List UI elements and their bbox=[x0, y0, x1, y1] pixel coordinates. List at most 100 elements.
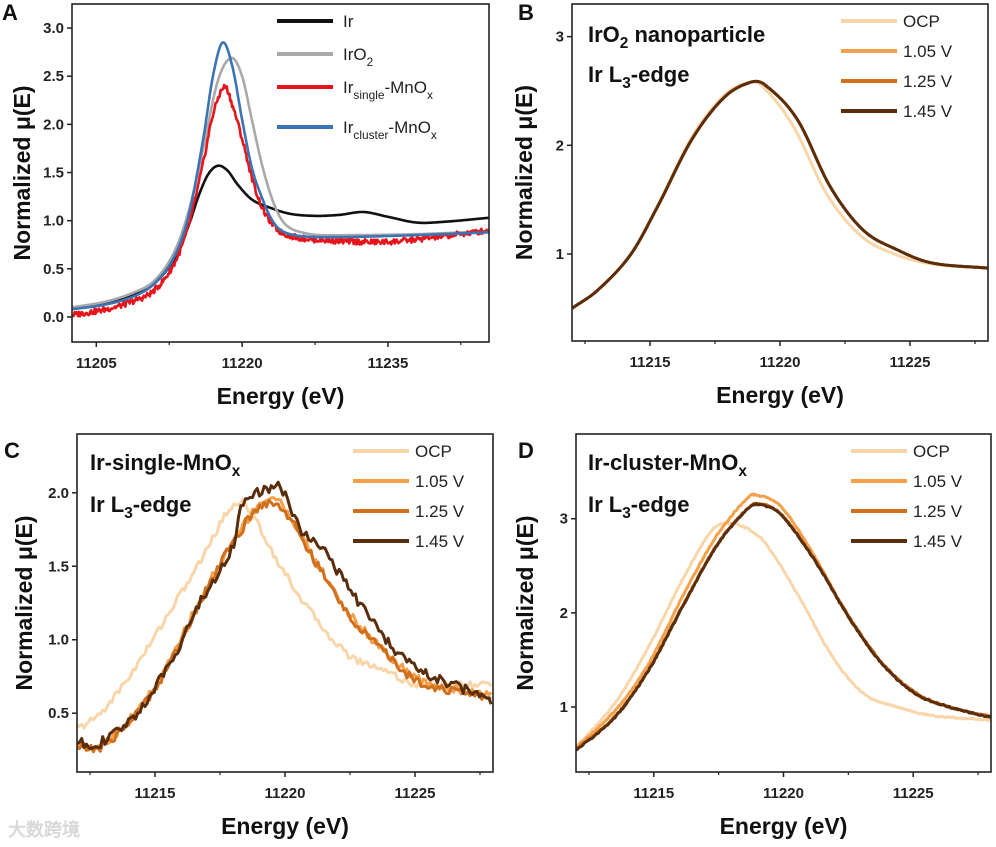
series-group bbox=[72, 41, 489, 318]
legend: OCP 1.05 V 1.25 V 1.45 V bbox=[851, 442, 963, 551]
series-line-ircluster-mnox bbox=[72, 41, 489, 311]
panel-label: A bbox=[2, 0, 18, 25]
text-segment: Ir bbox=[343, 118, 354, 137]
text-segment: IrO bbox=[343, 45, 367, 64]
legend-label: 1.05 V bbox=[913, 472, 963, 491]
y-axis-title: Normalized μ(E) bbox=[9, 85, 35, 260]
text-segment: 1.45 V bbox=[903, 102, 953, 121]
y-axis-title: Normalized μ(E) bbox=[11, 515, 37, 690]
x-axis-title: Energy (eV) bbox=[716, 382, 844, 408]
series-group bbox=[572, 79, 988, 310]
subscript: x bbox=[431, 128, 437, 142]
series-line-ocp bbox=[576, 521, 991, 749]
series-group bbox=[576, 492, 991, 752]
legend-label: 1.45 V bbox=[415, 532, 465, 551]
subscript: 2 bbox=[620, 35, 629, 52]
text-segment: 1.05 V bbox=[903, 42, 953, 61]
y-tick-label: 1.0 bbox=[48, 632, 69, 649]
y-tick-label: 1.5 bbox=[43, 165, 64, 182]
x-axis-title: Energy (eV) bbox=[221, 813, 349, 839]
legend-label: 1.25 V bbox=[415, 502, 465, 521]
text-segment: -edge bbox=[631, 492, 690, 517]
x-tick-label: 11205 bbox=[76, 355, 117, 372]
legend-label: IrO2 bbox=[343, 45, 374, 69]
x-tick-label: 11220 bbox=[763, 785, 804, 802]
annotation: Ir-cluster-MnOx bbox=[588, 450, 747, 480]
text-segment: 1.25 V bbox=[415, 502, 465, 521]
text-segment: 1.45 V bbox=[913, 532, 963, 551]
panel-a: 11205 11220 11235 0.0 0.5 1.0 1.5 2.0 2.5 3.0 Ener… bbox=[2, 0, 490, 409]
subscript: x bbox=[427, 88, 433, 102]
text-segment: Ir L bbox=[90, 492, 124, 517]
text-segment: 1.25 V bbox=[903, 72, 953, 91]
annotation: Ir-single-MnOx bbox=[90, 450, 241, 480]
y-tick-label: 0.0 bbox=[43, 309, 64, 326]
x-tick-label: 11235 bbox=[367, 355, 408, 372]
legend-label: 1.05 V bbox=[903, 42, 953, 61]
y-tick-label: 0.5 bbox=[43, 261, 64, 278]
text-segment: -MnO bbox=[384, 78, 427, 97]
panel-label: B bbox=[518, 0, 534, 25]
text-segment: nanoparticle bbox=[628, 22, 765, 47]
x-tick-label: 11225 bbox=[890, 354, 931, 371]
panel-label: C bbox=[4, 438, 20, 463]
y-tick-label: 2 bbox=[560, 605, 568, 622]
legend: OCP 1.05 V 1.25 V 1.45 V bbox=[841, 12, 953, 121]
y-tick-label: 2 bbox=[556, 137, 564, 154]
legend-label: OCP bbox=[903, 12, 940, 31]
annotation: Ir L3-edge bbox=[588, 492, 689, 522]
series-line-1-25-v bbox=[77, 499, 492, 754]
y-axis-title: Normalized μ(E) bbox=[511, 85, 537, 260]
text-segment: -edge bbox=[133, 492, 192, 517]
x-tick-label: 11220 bbox=[760, 354, 801, 371]
panel-c: 11215 11220 11225 0.5 1.0 1.5 2.0 Energy (eV) No… bbox=[4, 433, 494, 839]
annotation: Ir L3-edge bbox=[588, 62, 689, 92]
text-segment: OCP bbox=[913, 442, 950, 461]
subscript: x bbox=[738, 463, 747, 480]
x-tick-label: 11225 bbox=[893, 785, 934, 802]
y-tick-label: 0.5 bbox=[48, 705, 69, 722]
series-line-1-45-v bbox=[576, 502, 991, 752]
legend-label: Ir bbox=[343, 12, 354, 31]
annotation: Ir L3-edge bbox=[90, 492, 191, 522]
text-segment: IrO bbox=[588, 22, 620, 47]
series-line-irsingle-mnox bbox=[72, 83, 489, 318]
text-segment: 1.05 V bbox=[913, 472, 963, 491]
x-tick-label: 11215 bbox=[633, 785, 674, 802]
y-tick-label: 2.0 bbox=[43, 116, 64, 133]
x-tick-label: 11225 bbox=[395, 785, 436, 802]
legend-label: Ircluster-MnOx bbox=[343, 118, 437, 142]
legend-label: 1.25 V bbox=[913, 502, 963, 521]
series-line-1-45-v bbox=[572, 79, 988, 310]
annotation: IrO2 nanoparticle bbox=[588, 22, 765, 52]
subscript: 3 bbox=[622, 75, 631, 92]
y-tick-label: 3 bbox=[556, 29, 564, 46]
y-tick-label: 3.0 bbox=[43, 20, 64, 37]
x-tick-label: 11215 bbox=[630, 354, 671, 371]
y-tick-label: 1 bbox=[556, 246, 564, 263]
series-line-1-45-v bbox=[77, 480, 493, 751]
text-segment: Ir bbox=[343, 12, 354, 31]
text-segment: OCP bbox=[415, 442, 452, 461]
series-group bbox=[77, 480, 493, 754]
x-tick-label: 11220 bbox=[265, 785, 306, 802]
subscript: x bbox=[232, 463, 241, 480]
text-segment: Ir L bbox=[588, 62, 622, 87]
x-axis-title: Energy (eV) bbox=[720, 813, 848, 839]
legend-label: OCP bbox=[415, 442, 452, 461]
text-segment: Ir L bbox=[588, 492, 622, 517]
legend-label: 1.05 V bbox=[415, 472, 465, 491]
text-segment: -MnO bbox=[388, 118, 431, 137]
subscript: single bbox=[353, 88, 384, 102]
subscript: 2 bbox=[367, 55, 374, 69]
legend-label: OCP bbox=[913, 442, 950, 461]
subscript: 3 bbox=[622, 505, 631, 522]
y-axis-title: Normalized μ(E) bbox=[512, 515, 538, 690]
text-segment: 1.05 V bbox=[415, 472, 465, 491]
legend-label: 1.45 V bbox=[903, 102, 953, 121]
watermark: 大数跨境 bbox=[8, 819, 80, 841]
text-segment: Ir-single-MnO bbox=[90, 450, 232, 475]
y-tick-label: 2.0 bbox=[48, 485, 69, 502]
